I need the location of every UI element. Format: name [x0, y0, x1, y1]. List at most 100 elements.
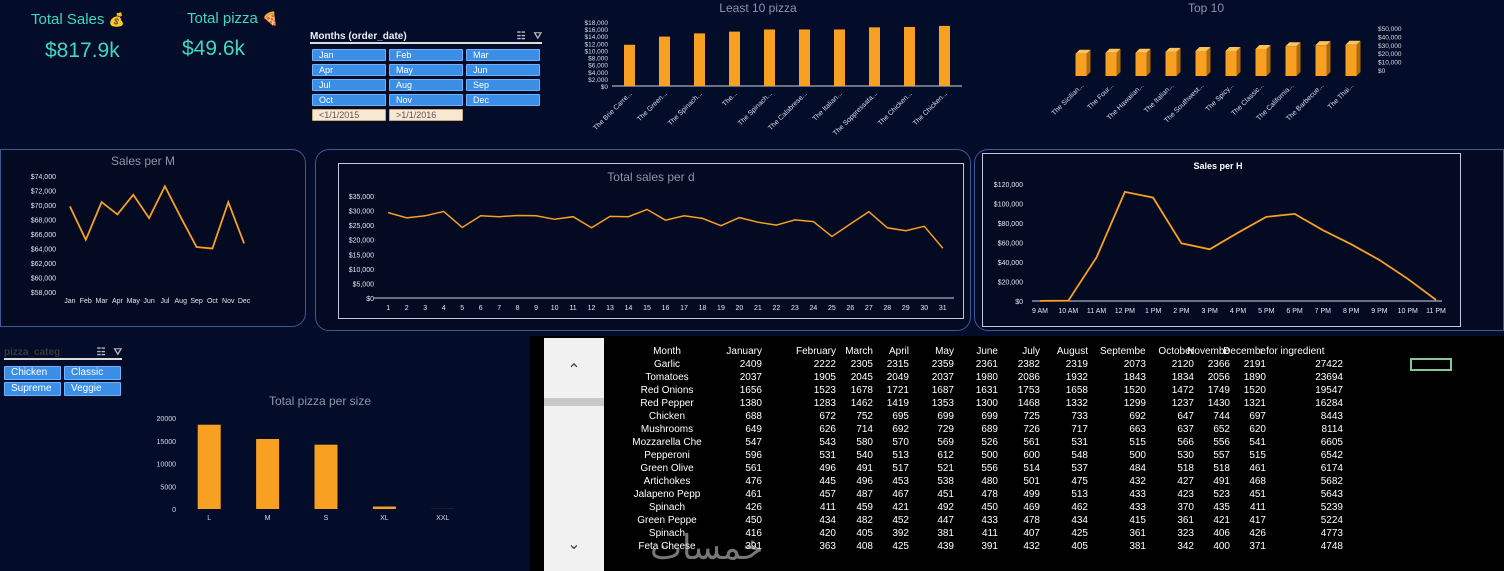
- x-tick-label: 19: [717, 305, 725, 312]
- x-tick-label: 7: [497, 305, 501, 312]
- table-cell: Artichokes: [643, 476, 691, 487]
- month-button-mar[interactable]: Mar: [466, 49, 540, 61]
- bar: [729, 31, 740, 87]
- sales-per-day-chart: Total sales per d $0 $5,000 $10,000 $15,000 $…: [349, 170, 954, 312]
- table-cell: 596: [745, 450, 762, 461]
- pizza-icon: 🍕: [262, 11, 279, 26]
- bar: [764, 29, 775, 86]
- table-cell: 450: [981, 502, 998, 513]
- x-tick-label: Oct: [207, 298, 218, 305]
- clear-filter-icon[interactable]: ⛛: [533, 30, 542, 42]
- month-button-feb[interactable]: Feb: [389, 49, 463, 61]
- x-tick-label: XXL: [436, 515, 449, 522]
- column-header: January: [726, 346, 762, 357]
- bar-top: [1135, 48, 1151, 53]
- x-tick-label: The Spinach...: [737, 90, 774, 127]
- category-button-chicken[interactable]: Chicken: [4, 366, 61, 380]
- month-button-jun[interactable]: Jun: [466, 64, 540, 76]
- y-tick-label: $120,000: [994, 182, 1023, 189]
- table-cell: 1321: [1243, 398, 1266, 409]
- table-cell: 726: [1023, 424, 1040, 435]
- x-tick-label: 30: [920, 305, 928, 312]
- table-cell: Pepperoni: [644, 450, 690, 461]
- scroll-thumb[interactable]: [544, 398, 604, 406]
- x-tick-label: 10 PM: [1398, 308, 1418, 315]
- date-range-button[interactable]: <1/1/2015: [312, 109, 386, 121]
- bar-top: [1165, 47, 1181, 52]
- x-tick-label: 12: [588, 305, 596, 312]
- y-tick-label: $74,000: [31, 174, 56, 181]
- month-button-oct[interactable]: Oct: [312, 94, 386, 106]
- month-button-may[interactable]: May: [389, 64, 463, 76]
- table-cell: 2120: [1171, 359, 1194, 370]
- bar: [869, 27, 880, 86]
- y-tick-label: $100,000: [994, 202, 1023, 209]
- month-button-jan[interactable]: Jan: [312, 49, 386, 61]
- table-cell: 8114: [1321, 424, 1343, 435]
- x-tick-label: 16: [662, 305, 670, 312]
- table-cell: 450: [745, 515, 762, 526]
- table-cell: 580: [856, 437, 873, 448]
- date-range-button[interactable]: >1/1/2016: [389, 109, 463, 121]
- sales-per-month-chart: Sales per M $58,000 $60,000 $62,000 $64,000 $…: [31, 154, 251, 305]
- total-pizza-label: Total pizza 🍕: [187, 10, 279, 27]
- sales-per-day-frame: [338, 163, 964, 319]
- month-button-apr[interactable]: Apr: [312, 64, 386, 76]
- table-cell: 530: [1177, 450, 1194, 461]
- category-button-veggie[interactable]: Veggie: [64, 382, 121, 396]
- table-cell: 688: [745, 411, 762, 422]
- months-slicer[interactable]: Months (order_date) ☷ ⛛ Jan Feb Mar Apr May J…: [310, 30, 542, 122]
- table-cell: 729: [937, 424, 954, 435]
- table-row: Mozzarella Che 547 543 580 570 569 526 561 531 51…: [608, 437, 1368, 450]
- bar-side: [1326, 41, 1331, 76]
- sheet-scrollbar[interactable]: ⌃ ⌄: [544, 338, 604, 571]
- table-cell: 496: [856, 476, 873, 487]
- table-cell: 400: [1213, 541, 1230, 552]
- month-button-aug[interactable]: Aug: [389, 79, 463, 91]
- table-cell: 600: [1023, 450, 1040, 461]
- month-button-sep[interactable]: Sep: [466, 79, 540, 91]
- y-tick-label: $12,000: [585, 41, 609, 48]
- bar: [372, 506, 396, 509]
- x-tick-label: Mar: [96, 298, 109, 305]
- table-cell: Mushrooms: [640, 424, 694, 435]
- bar: [939, 25, 950, 87]
- x-tick-label: 10 AM: [1058, 308, 1078, 315]
- table-cell: Feta Cheese: [638, 541, 696, 552]
- x-tick-label: 17: [680, 305, 688, 312]
- table-cell: 672: [819, 411, 836, 422]
- y-tick-label: $14,000: [585, 34, 609, 41]
- series-line: [69, 184, 245, 250]
- clear-filter-icon[interactable]: ⛛: [113, 346, 122, 358]
- month-button-jul[interactable]: Jul: [312, 79, 386, 91]
- table-cell: 1380: [739, 398, 762, 409]
- y-tick-label: $8,000: [588, 56, 608, 63]
- month-button-nov[interactable]: Nov: [389, 94, 463, 106]
- category-slicer[interactable]: pizza_categ ☷ ⛛ Chicken Classic Supreme Veg…: [4, 346, 122, 404]
- multi-select-icon[interactable]: ☷: [96, 346, 106, 358]
- category-button-supreme[interactable]: Supreme: [4, 382, 61, 396]
- table-cell: 1834: [1171, 372, 1194, 383]
- category-button-classic[interactable]: Classic: [64, 366, 121, 380]
- table-row: Tomatoes 2037 1905 2045 2049 2037 1980 2086 1932…: [608, 372, 1368, 385]
- y-tick-label: $5,000: [353, 281, 375, 288]
- table-cell: 1980: [975, 372, 998, 383]
- table-cell: 432: [1023, 541, 1040, 552]
- multi-select-icon[interactable]: ☷: [516, 30, 526, 42]
- x-tick-label: 9: [534, 305, 538, 312]
- table-cell: 420: [819, 528, 836, 539]
- y-tick-label: $10,000: [585, 48, 609, 55]
- bar-side: [1116, 48, 1121, 76]
- x-tick-label: L: [207, 515, 211, 522]
- bar: [1255, 49, 1267, 76]
- table-cell: 342: [1177, 541, 1194, 552]
- table-cell: 649: [745, 424, 762, 435]
- table-cell: 518: [1213, 463, 1230, 474]
- selected-cell[interactable]: [1410, 358, 1452, 371]
- chevron-up-icon[interactable]: ⌃: [567, 362, 581, 379]
- month-button-dec[interactable]: Dec: [466, 94, 540, 106]
- chevron-down-icon[interactable]: ⌄: [567, 536, 581, 553]
- bar: [834, 29, 845, 86]
- y-tick-label: $15,000: [349, 252, 374, 259]
- column-header: August: [1056, 346, 1088, 357]
